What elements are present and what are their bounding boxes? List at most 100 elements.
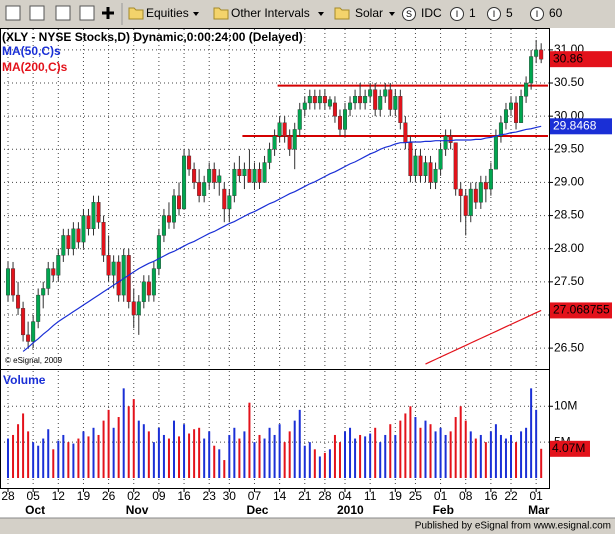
volume-bar (424, 420, 427, 478)
x-tick-label: 01 (434, 489, 448, 503)
button-icon[interactable] (450, 7, 464, 21)
volume-bar (107, 409, 110, 478)
volume-bar (459, 406, 462, 478)
candle-body (413, 155, 418, 177)
volume-bar (263, 438, 266, 478)
candle-body (493, 135, 498, 170)
value-box (550, 440, 590, 457)
volume-bar (238, 438, 241, 478)
candle-body (182, 155, 187, 210)
candle-body (232, 168, 237, 196)
volume-bar (157, 427, 160, 478)
toolbar-icons (5, 3, 395, 25)
menu-label[interactable]: Other Intervals (231, 6, 310, 20)
candle-body (519, 96, 524, 123)
candle-body (503, 109, 508, 123)
volume-bar (142, 424, 145, 478)
candle-body (197, 182, 202, 196)
icon[interactable] (29, 5, 45, 21)
button-icon-label[interactable]: I (456, 9, 459, 19)
x-tick-label: 11 (364, 489, 377, 503)
volume-bar (379, 442, 382, 478)
candle-body (358, 96, 363, 104)
candle-body (141, 281, 146, 302)
marks (5, 39, 548, 478)
volume-bar (444, 434, 447, 478)
menu-label[interactable]: Equities (146, 6, 189, 20)
button-icon[interactable] (530, 7, 544, 21)
volume-bar (208, 431, 211, 478)
volume-bar (52, 449, 55, 478)
value-label: 29.8468 (553, 118, 597, 132)
icon[interactable] (79, 5, 95, 21)
add-icon[interactable] (102, 7, 114, 19)
volume-bar (469, 431, 472, 478)
dropdown-arrow[interactable] (193, 12, 199, 16)
folder-icon[interactable] (334, 7, 350, 20)
volume-bar (243, 431, 246, 478)
button-label[interactable]: 5 (506, 6, 513, 20)
volume-bar (12, 434, 15, 478)
volume-bar (288, 431, 291, 478)
button-icon[interactable] (487, 7, 501, 21)
candle-body (252, 168, 257, 183)
volume-bar (27, 431, 30, 478)
volume-bar (520, 431, 523, 478)
dropdown-arrow[interactable] (389, 12, 395, 16)
dropdown-arrow[interactable] (318, 12, 324, 16)
candle-body (26, 334, 31, 342)
candle-body (327, 99, 332, 107)
x-tick-label: 30 (223, 489, 237, 503)
button-icon-label[interactable]: I (536, 9, 539, 19)
button-icon-label[interactable]: S (406, 9, 412, 19)
candle-body (222, 188, 227, 210)
icon[interactable] (55, 5, 71, 21)
candle-body (348, 102, 353, 110)
x-tick-label: 19 (77, 489, 91, 503)
icon[interactable] (5, 5, 21, 21)
volume-bar (62, 434, 65, 478)
button-icon[interactable] (402, 7, 416, 21)
folder-icon[interactable] (213, 7, 229, 20)
candle-body (192, 168, 197, 183)
folder-icon[interactable] (128, 7, 144, 20)
volume-bar (323, 452, 326, 478)
x-tick-label: 28 (318, 489, 332, 503)
month-label: Mar (528, 503, 550, 517)
candle-body (257, 168, 262, 183)
candle-body (237, 168, 242, 177)
candle-body (539, 49, 544, 60)
volume-bar (193, 429, 196, 478)
volume-bar (203, 438, 206, 478)
candle-body (101, 221, 106, 256)
candle-body (76, 228, 81, 243)
status-bar (0, 518, 615, 534)
volume-bar (454, 417, 457, 478)
button-label[interactable]: 1 (469, 6, 476, 20)
candle-body (116, 261, 121, 296)
volume-bar (328, 449, 331, 478)
candle-body (46, 268, 51, 289)
candle-body (292, 129, 297, 150)
button-icon-label[interactable]: I (493, 9, 496, 19)
volume-bar (188, 433, 191, 478)
menu-label[interactable]: Solar (355, 6, 383, 20)
candle-body (262, 162, 267, 183)
y-tick-label: 27.50 (554, 274, 584, 288)
volume-bar (344, 431, 347, 478)
candle-body (343, 109, 348, 130)
button-label[interactable]: IDC (421, 6, 442, 20)
volume-bar (77, 438, 80, 478)
value-label: 30.86 (553, 51, 583, 65)
button-label[interactable]: 60 (549, 6, 563, 20)
value-label: 27.068755 (553, 303, 610, 317)
candle-body (458, 188, 463, 196)
volume-bar (82, 431, 85, 478)
volume-bar (183, 424, 186, 478)
value-box (550, 118, 612, 135)
chart-title: (XLY - NYSE Stocks,D) Dynamic,0:00:24:00… (2, 30, 303, 44)
volume-bar (510, 434, 512, 478)
volume-bar (479, 434, 482, 478)
